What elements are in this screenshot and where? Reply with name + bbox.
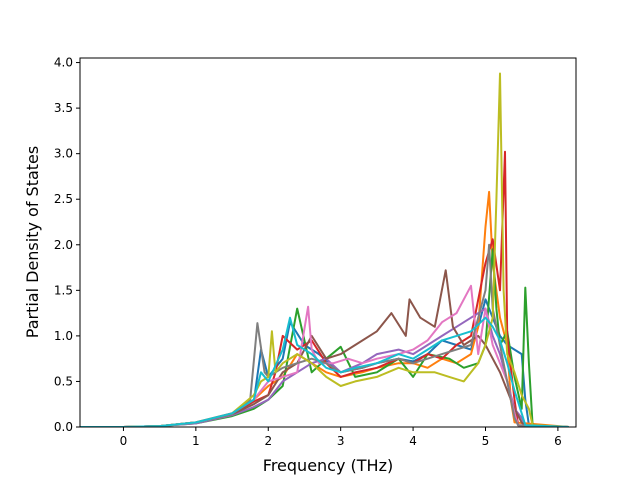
x-tick-label: 5 [482,434,490,448]
y-tick-label: 4.0 [54,56,73,70]
y-tick-label: 1.5 [54,283,73,297]
series-line-10 [80,316,569,427]
y-tick-label: 2.5 [54,192,73,206]
x-tick-label: 2 [264,434,272,448]
series-layer [80,72,569,427]
y-ticks: 0.0 0.5 1.0 1.5 2.0 2.5 3.0 3.5 4.0 [54,56,80,434]
y-tick-label: 3.0 [54,147,73,161]
series-line-3 [80,248,569,427]
series-line-4 [80,150,569,427]
series-line-9 [80,72,569,427]
y-tick-label: 0.0 [54,420,73,434]
series-line-6 [80,269,569,427]
x-tick-label: 0 [120,434,128,448]
y-axis-label: Partial Density of States [23,146,42,338]
y-tick-label: 0.5 [54,374,73,388]
x-ticks: 0 1 2 3 4 5 6 [120,427,562,448]
plot-frame [79,57,577,428]
x-tick-label: 3 [337,434,345,448]
x-tick-label: 1 [192,434,200,448]
y-tick-label: 2.0 [54,238,73,252]
y-tick-label: 1.0 [54,329,73,343]
x-tick-label: 4 [409,434,417,448]
x-axis-label: Frequency (THz) [263,456,393,475]
y-tick-label: 3.5 [54,101,73,115]
x-tick-label: 6 [554,434,562,448]
